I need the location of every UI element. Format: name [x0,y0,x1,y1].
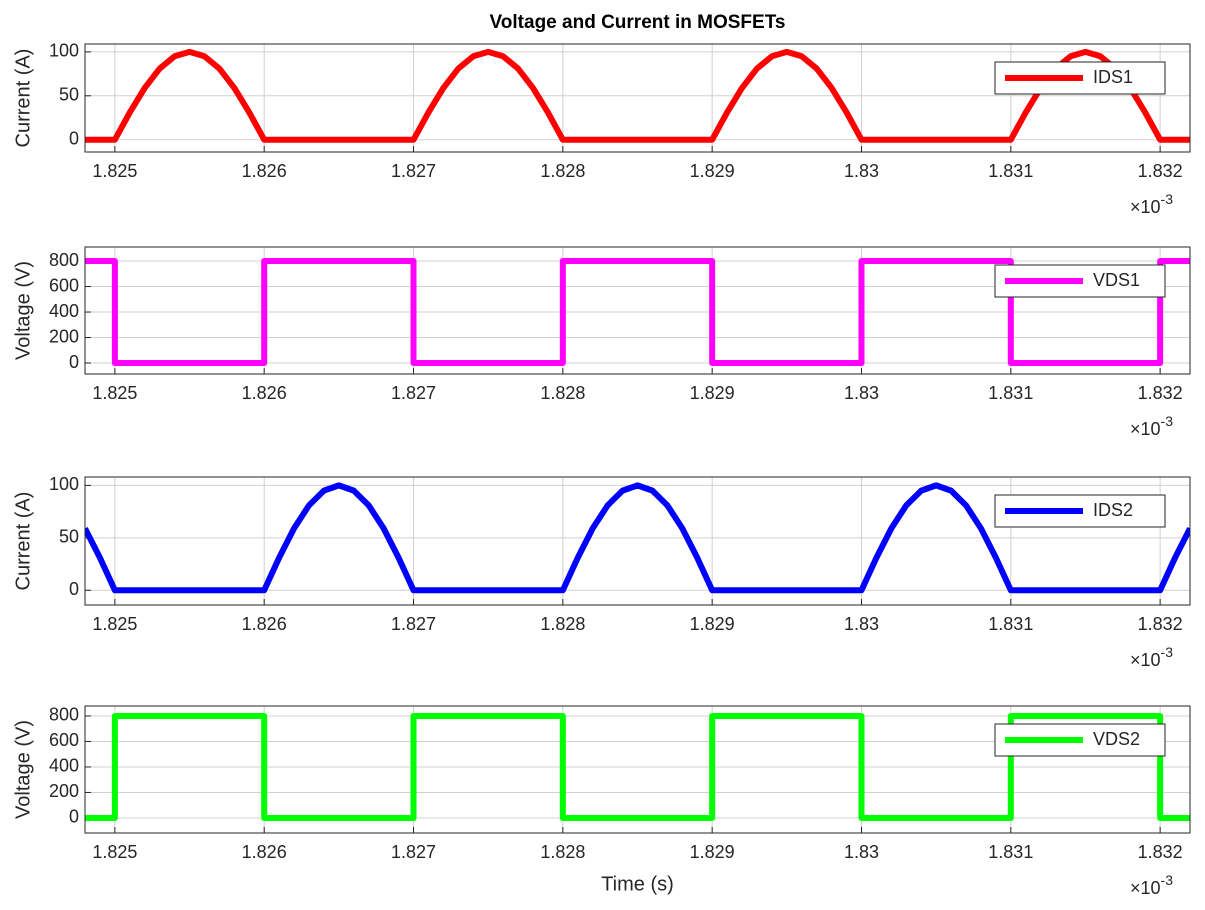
x-tick-label: 1.829 [690,383,735,403]
x-exponent-label: ×10-3 [1130,413,1173,439]
y-axis-label: Current (A) [12,49,34,148]
y-tick-label: 50 [59,527,79,547]
x-tick-label: 1.83 [844,842,879,862]
x-tick-label: 1.83 [844,614,879,634]
y-tick-label: 0 [69,352,79,372]
x-tick-label: 1.832 [1138,383,1183,403]
exponent-base: ×10 [1130,197,1161,217]
y-axis-label: Voltage (V) [12,720,34,819]
x-tick-label: 1.832 [1138,614,1183,634]
x-tick-label: 1.825 [92,383,137,403]
axes-box [84,246,1191,375]
y-tick-label: 600 [49,730,79,750]
x-tick-label: 1.827 [391,614,436,634]
x-tick-label: 1.832 [1138,161,1183,181]
x-tick-label: 1.828 [540,383,585,403]
y-axis-label: Current (A) [12,492,34,591]
legend-label: IDS2 [1093,500,1133,520]
x-exponent-label: ×10-3 [1130,644,1173,670]
subplot: 1.825 1.826 1.827 1.828 1.829 1.83 1.831 1.832 0… [12,705,1191,898]
legend-label: VDS1 [1093,270,1140,290]
y-tick-label: 0 [69,128,79,148]
x-tick-label: 1.827 [391,842,436,862]
x-tick-label: 1.831 [988,842,1033,862]
y-tick-label: 0 [69,579,79,599]
exponent-base: ×10 [1130,650,1161,670]
subplot: 1.825 1.826 1.827 1.828 1.829 1.83 1.831 1.832 0… [12,246,1191,439]
legend-label: VDS2 [1093,729,1140,749]
axes-box [84,43,1191,153]
exponent-power: -3 [1161,644,1174,660]
y-tick-label: 200 [49,781,79,801]
axes-background [85,44,1190,152]
exponent-power: -3 [1161,413,1174,429]
series-line [85,258,1190,367]
subplot: 1.825 1.826 1.827 1.828 1.829 1.83 1.831 1.832 0… [12,12,1191,217]
x-tick-label: 1.826 [242,842,287,862]
axes-box [84,705,1191,834]
x-tick-label: 1.831 [988,161,1033,181]
x-axis-label: Time (s) [601,873,674,895]
series-line [85,482,1190,594]
x-tick-label: 1.826 [242,161,287,181]
y-tick-label: 600 [49,275,79,295]
x-tick-label: 1.828 [540,614,585,634]
y-tick-label: 50 [59,85,79,105]
y-tick-label: 0 [69,807,79,827]
exponent-power: -3 [1161,191,1174,207]
x-tick-label: 1.832 [1138,842,1183,862]
x-tick-label: 1.825 [92,842,137,862]
exponent-power: -3 [1161,872,1174,888]
x-exponent-label: ×10-3 [1130,872,1173,898]
exponent-base: ×10 [1130,419,1161,439]
chart-title: Voltage and Current in MOSFETs [490,12,786,33]
x-tick-label: 1.825 [92,161,137,181]
y-tick-label: 100 [49,474,79,494]
x-tick-label: 1.829 [690,614,735,634]
y-axis-label: Voltage (V) [12,261,34,360]
x-tick-label: 1.825 [92,614,137,634]
x-tick-label: 1.826 [242,614,287,634]
x-tick-label: 1.828 [540,161,585,181]
x-tick-label: 1.829 [690,161,735,181]
y-tick-label: 400 [49,301,79,321]
x-tick-label: 1.826 [242,383,287,403]
y-tick-label: 800 [49,705,79,725]
x-tick-label: 1.827 [391,161,436,181]
legend-label: IDS1 [1093,67,1133,87]
x-tick-label: 1.829 [690,842,735,862]
x-tick-label: 1.83 [844,161,879,181]
exponent-base: ×10 [1130,878,1161,898]
series-line [85,712,1190,821]
y-tick-label: 800 [49,250,79,270]
x-tick-label: 1.831 [988,383,1033,403]
x-exponent-label: ×10-3 [1130,191,1173,217]
x-tick-label: 1.827 [391,383,436,403]
x-tick-label: 1.828 [540,842,585,862]
y-tick-label: 100 [49,41,79,61]
subplot: 1.825 1.826 1.827 1.828 1.829 1.83 1.831 1.832 0… [12,474,1191,670]
x-tick-label: 1.83 [844,383,879,403]
y-tick-label: 200 [49,326,79,346]
x-tick-label: 1.831 [988,614,1033,634]
y-tick-label: 400 [49,756,79,776]
axes-box [84,476,1191,606]
